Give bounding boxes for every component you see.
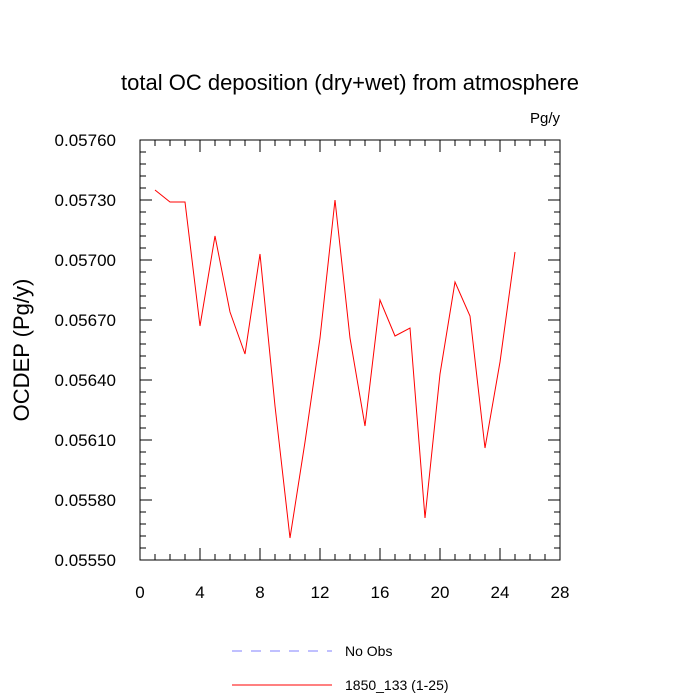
legend-label-no-obs: No Obs: [345, 643, 392, 659]
x-tick-label: 16: [371, 583, 390, 602]
y-axis-label: OCDEP (Pg/y): [9, 279, 34, 422]
x-tick-label: 28: [551, 583, 570, 602]
y-tick-label: 0.05610: [55, 431, 116, 450]
x-tick-label: 24: [491, 583, 510, 602]
legend-label-1850-133: 1850_133 (1-25): [345, 677, 449, 693]
plot-frame: [139, 139, 561, 561]
x-tick-label: 20: [431, 583, 450, 602]
units-label: Pg/y: [530, 110, 561, 127]
series-line: [154, 189, 516, 539]
y-tick-label: 0.05580: [55, 491, 116, 510]
tick-labels: 0 4 8 12 16 20 24 28 0.05550 0.05580 0.05610 0.0564…: [55, 131, 570, 602]
x-tick-label: 12: [311, 583, 330, 602]
y-tick-label: 0.05550: [55, 551, 116, 570]
x-tick-label: 4: [195, 583, 204, 602]
y-tick-label: 0.05730: [55, 191, 116, 210]
x-tick-label: 0: [135, 583, 144, 602]
y-tick-label: 0.05760: [55, 131, 116, 150]
series-layer: [154, 189, 516, 539]
y-tick-label: 0.05640: [55, 371, 116, 390]
axis-ticks: [139, 139, 561, 561]
x-tick-label: 8: [255, 583, 264, 602]
legend: No Obs 1850_133 (1-25): [232, 643, 449, 693]
chart-title: total OC deposition (dry+wet) from atmos…: [121, 70, 579, 95]
y-tick-label: 0.05700: [55, 251, 116, 270]
y-tick-label: 0.05670: [55, 311, 116, 330]
